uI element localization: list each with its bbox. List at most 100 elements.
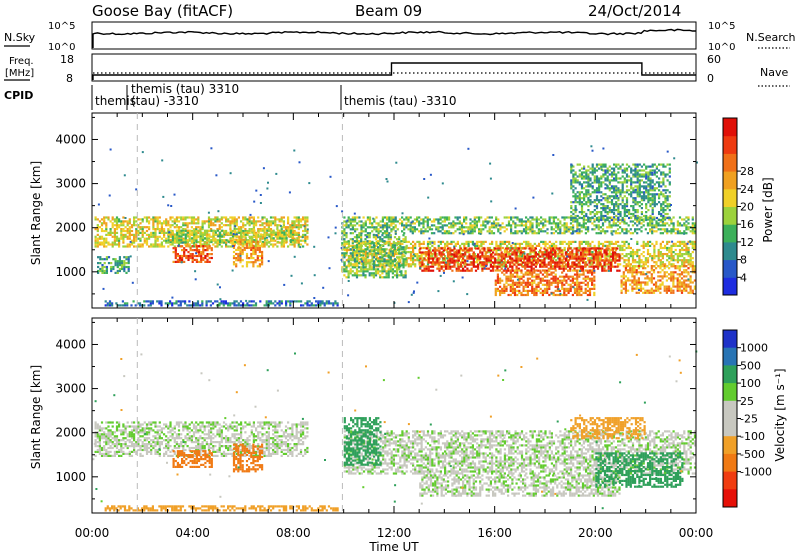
scatter-cell bbox=[416, 253, 419, 256]
scatter-cell bbox=[235, 238, 238, 241]
scatter-cell bbox=[570, 240, 573, 243]
scatter-cell bbox=[556, 261, 559, 264]
scatter-cell bbox=[453, 253, 456, 256]
scatter-cell bbox=[631, 285, 634, 288]
scatter-cell bbox=[543, 247, 546, 250]
scatter-cell bbox=[552, 228, 555, 231]
scatter-cell bbox=[463, 255, 466, 258]
scatter-cell bbox=[592, 257, 595, 260]
scatter-cell bbox=[145, 220, 149, 223]
scatter-cell bbox=[610, 240, 613, 243]
scatter-cell bbox=[443, 230, 446, 233]
scatter-cell bbox=[509, 277, 512, 280]
scatter-cell bbox=[549, 249, 552, 252]
scatter-cell bbox=[201, 302, 204, 305]
scatter-cell bbox=[644, 289, 647, 292]
scatter-cell bbox=[416, 240, 419, 243]
scatter-cell bbox=[244, 231, 247, 234]
scatter-cell bbox=[562, 269, 565, 272]
scatter-cell bbox=[419, 257, 422, 260]
scatter-cell bbox=[537, 218, 540, 221]
scatter-cell bbox=[240, 235, 243, 238]
scatter-cell bbox=[373, 226, 376, 229]
scatter-cell bbox=[181, 245, 184, 248]
scatter-cell bbox=[362, 230, 365, 233]
scatter-cell bbox=[420, 253, 423, 256]
scatter-cell bbox=[576, 275, 579, 278]
scatter-cell bbox=[544, 230, 547, 233]
scatter-cell bbox=[665, 287, 668, 290]
scatter-cell bbox=[137, 224, 140, 227]
scatter-cell bbox=[296, 237, 299, 240]
scatter-cell bbox=[158, 300, 161, 303]
scatter-cell bbox=[245, 246, 249, 249]
scatter-cell bbox=[591, 251, 594, 254]
scatter-cell bbox=[139, 228, 142, 231]
scatter-cell bbox=[160, 228, 163, 231]
scatter-cell bbox=[407, 224, 410, 227]
scatter-cell bbox=[483, 257, 486, 260]
scatter-cell bbox=[358, 224, 361, 227]
scatter-cell bbox=[287, 216, 290, 219]
scatter-cell bbox=[160, 241, 163, 244]
scatter-cell bbox=[434, 247, 437, 250]
scatter-cell bbox=[104, 304, 107, 307]
scatter-cell bbox=[481, 255, 484, 258]
scatter-cell bbox=[222, 302, 225, 305]
scatter-cell bbox=[543, 263, 546, 266]
scatter-cell bbox=[460, 230, 464, 233]
scatter-cell bbox=[636, 265, 639, 268]
scatter-cell bbox=[578, 293, 581, 297]
scatter-cell bbox=[490, 216, 493, 219]
scatter-cell bbox=[689, 263, 692, 266]
scatter-cell bbox=[661, 269, 664, 272]
scatter-cell bbox=[287, 226, 290, 229]
scatter-cell bbox=[681, 240, 684, 243]
scatter-cell bbox=[443, 220, 446, 223]
scatter-cell bbox=[532, 263, 535, 266]
scatter-cell bbox=[118, 245, 121, 248]
scatter-cell bbox=[137, 233, 140, 236]
scatter-cell bbox=[192, 216, 196, 219]
scatter-cell bbox=[487, 247, 490, 250]
scatter-cell bbox=[569, 251, 572, 254]
scatter-cell bbox=[483, 249, 486, 252]
scatter-cell bbox=[207, 300, 210, 303]
scatter-cell bbox=[414, 259, 417, 262]
scatter-cell bbox=[97, 265, 100, 269]
scatter-cell bbox=[171, 224, 174, 227]
scatter-cell bbox=[518, 279, 521, 282]
scatter-cell bbox=[533, 232, 536, 235]
scatter-cell bbox=[651, 220, 654, 223]
scatter-cell bbox=[154, 228, 157, 231]
scatter-cell bbox=[506, 248, 509, 252]
scatter-cell bbox=[659, 267, 662, 270]
scatter-cell bbox=[535, 277, 538, 280]
scatter-cell bbox=[534, 259, 537, 262]
scatter-cell bbox=[392, 218, 395, 221]
scatter-cell bbox=[364, 222, 367, 225]
scatter-cell bbox=[505, 228, 508, 231]
scatter-cell bbox=[561, 259, 564, 262]
scatter-cell bbox=[478, 218, 481, 221]
scatter-cell bbox=[531, 283, 534, 286]
scatter-cell bbox=[655, 289, 658, 292]
scatter-cell bbox=[564, 263, 567, 266]
scatter-cell bbox=[563, 224, 566, 227]
scatter-cell bbox=[636, 232, 639, 235]
scatter-cell bbox=[627, 263, 630, 266]
scatter-cell bbox=[443, 232, 446, 235]
scatter-cell bbox=[646, 277, 649, 280]
scatter-cell bbox=[297, 233, 300, 236]
scatter-cell bbox=[96, 218, 99, 221]
scatter-cell bbox=[193, 258, 196, 261]
scatter-cell bbox=[500, 259, 503, 262]
scatter-cell bbox=[409, 265, 413, 268]
scatter-cell bbox=[105, 265, 108, 269]
scatter-cell bbox=[559, 228, 562, 231]
scatter-cell bbox=[640, 259, 643, 262]
scatter-cell bbox=[584, 291, 587, 294]
scatter-cell bbox=[516, 218, 519, 221]
scatter-cell bbox=[122, 220, 125, 223]
scatter-cell bbox=[518, 244, 521, 247]
